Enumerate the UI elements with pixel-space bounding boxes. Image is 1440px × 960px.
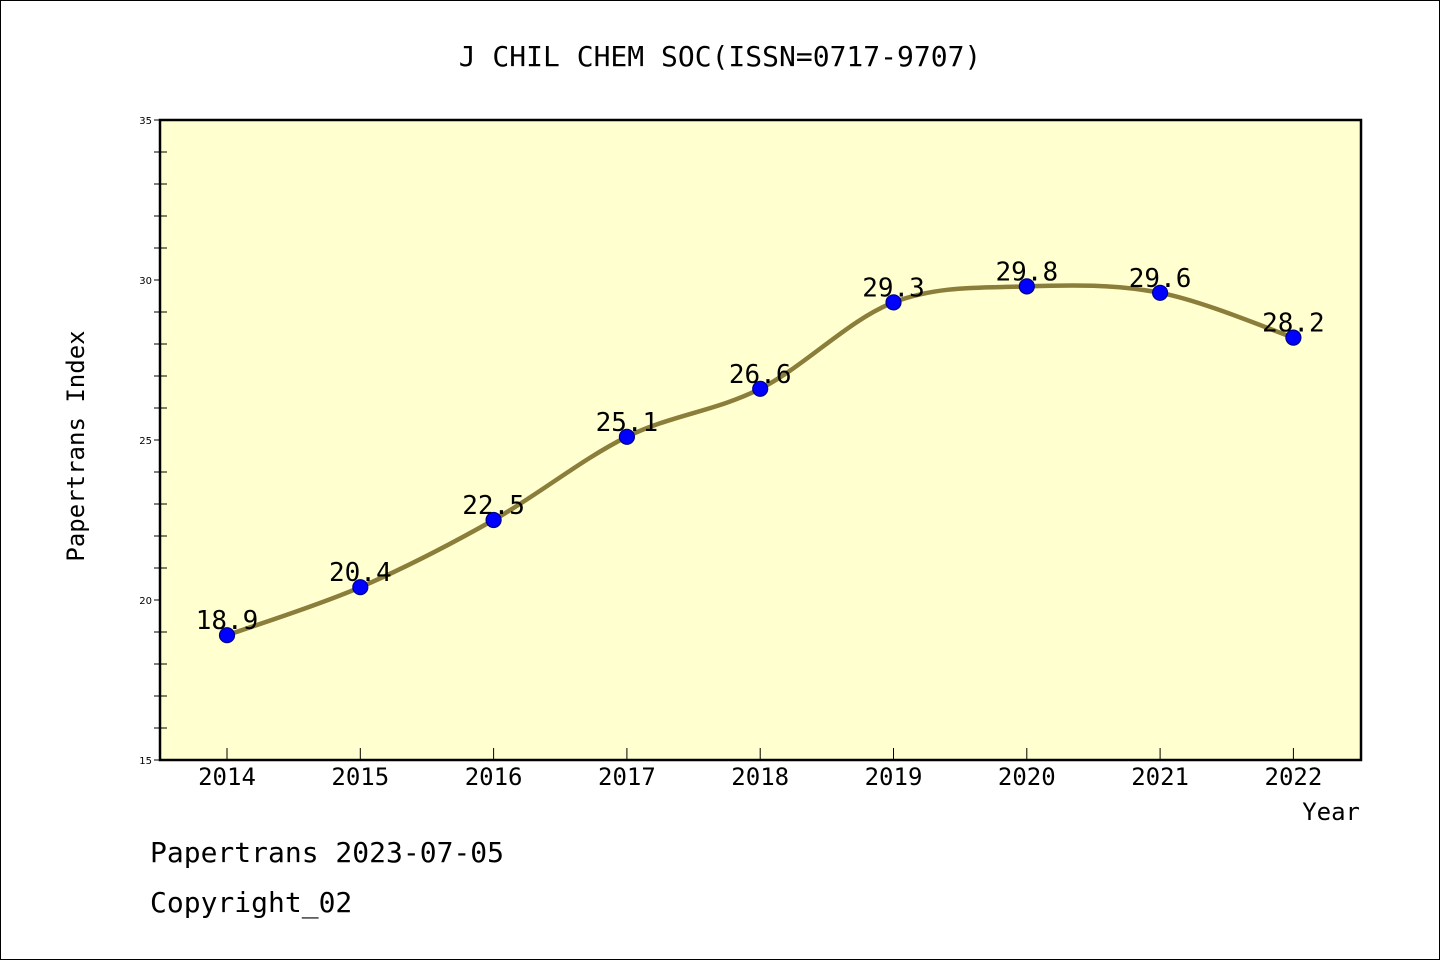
x-tick-label: 2015 (331, 763, 389, 791)
data-point (1151, 284, 1169, 301)
data-label: 29.8 (995, 257, 1058, 287)
data-labels: 18.9 20.4 22.5 25.1 26.6 29.3 29.8 29.6 28.2 (196, 257, 1325, 636)
x-axis: 2014 2015 2016 2017 2018 2019 2020 2021 2022 (198, 748, 1322, 791)
data-point (752, 380, 769, 397)
x-tick-label: 2017 (598, 763, 656, 791)
data-label: 29.6 (1129, 264, 1192, 294)
data-point (352, 579, 369, 596)
plot-area (160, 120, 1361, 760)
x-tick-label: 2014 (198, 763, 256, 791)
data-point (1018, 278, 1035, 295)
data-label: 28.2 (1262, 309, 1325, 339)
y-tick-label: 20 (139, 596, 152, 607)
data-label: 25.1 (596, 408, 659, 438)
data-point (885, 294, 902, 311)
data-label: 20.4 (329, 558, 392, 588)
y-tick-label: 30 (139, 276, 152, 287)
footer-copyright: Copyright_02 (150, 886, 353, 919)
plot-border (158, 118, 1363, 762)
y-tick-label: 15 (139, 756, 152, 767)
x-tick-label: 2020 (998, 763, 1056, 791)
data-point (218, 627, 236, 644)
x-tick-label: 2018 (731, 763, 789, 791)
footer-source-date: Papertrans 2023-07-05 (150, 836, 505, 869)
x-tick-label: 2021 (1131, 763, 1189, 791)
y-tick-label: 35 (139, 116, 152, 127)
y-axis-label: Papertrans Index (62, 330, 90, 561)
x-tick-label: 2019 (865, 763, 923, 791)
x-tick-label: 2016 (465, 763, 523, 791)
x-tick-label: 2022 (1265, 763, 1323, 791)
data-point (618, 428, 636, 445)
data-point (1285, 329, 1302, 346)
y-tick-label: 25 (139, 436, 152, 447)
data-point (485, 511, 502, 529)
data-markers (218, 278, 1302, 644)
data-label: 22.5 (462, 491, 525, 521)
data-label: 26.6 (729, 360, 792, 390)
data-label: 18.9 (196, 606, 259, 636)
chart-title: J CHIL CHEM SOC(ISSN=0717-9707) (459, 40, 982, 73)
x-axis-label: Year (1302, 798, 1360, 826)
data-label: 29.3 (862, 273, 925, 303)
